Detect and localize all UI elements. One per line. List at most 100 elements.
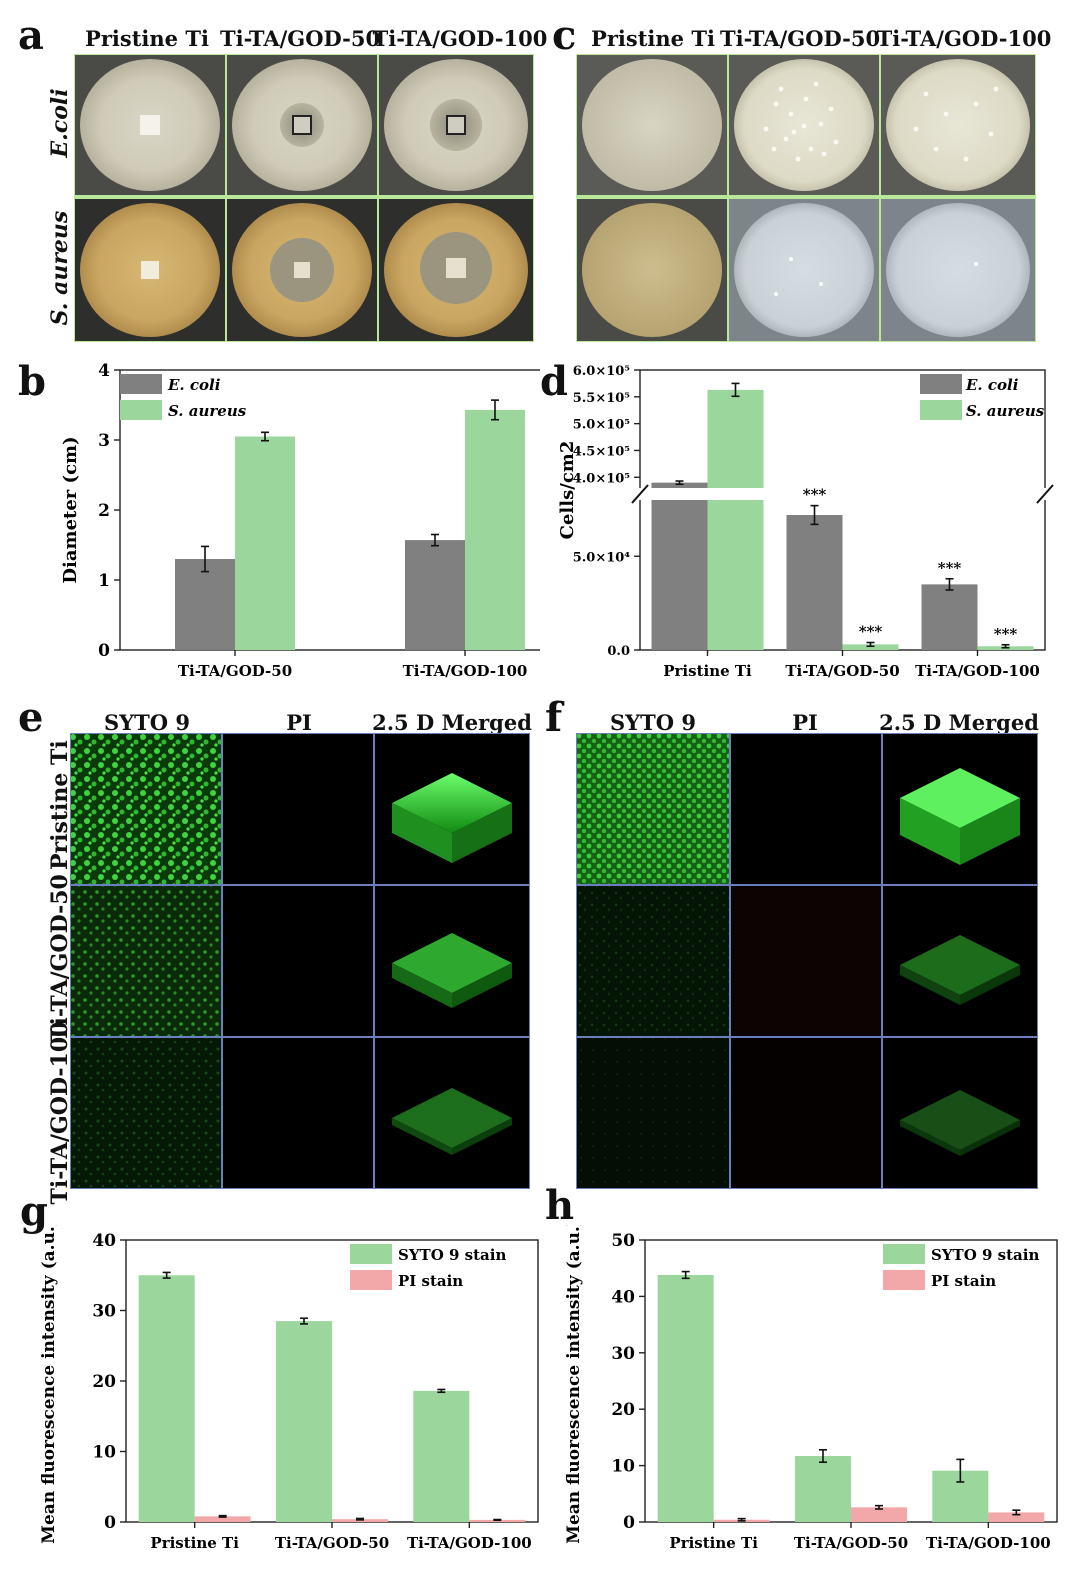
- legend-swatch: [120, 400, 162, 420]
- x-tick-label: Ti-TA/GOD-100: [926, 1534, 1051, 1552]
- legend-swatch: [920, 374, 962, 394]
- y-tick-label: 0: [104, 1513, 116, 1533]
- x-tick-label: Pristine Ti: [150, 1534, 239, 1552]
- y-tick-label: 10: [92, 1443, 116, 1463]
- chart-d: 0.0 5.0×10⁴ 4.0×10⁵ 4.5×10⁵ 5.0×10⁵ 5.5×10⁵ 6.…: [557, 364, 1054, 680]
- legend-swatch: [883, 1244, 925, 1264]
- y-tick-label: 6.0×10⁵: [573, 364, 631, 379]
- legend-label: SYTO 9 stain: [931, 1246, 1039, 1264]
- bar: [795, 1456, 851, 1522]
- plate-a-saureus-pristine: [74, 197, 227, 342]
- bar: [413, 1390, 470, 1522]
- bar: [988, 1512, 1045, 1522]
- panel-letter-h: h: [545, 1182, 575, 1229]
- panel-letter-c: c: [552, 12, 577, 59]
- x-tick-label: Ti-TA/GOD-100: [403, 662, 528, 680]
- y-axis-label: Mean fluorescence intensity (a.u.): [565, 1225, 584, 1544]
- plate-c-ecoli-pristine: [576, 54, 729, 197]
- bar: [235, 436, 295, 650]
- cf-f-pristine-merged: [881, 733, 1038, 886]
- panel-letter-d: d: [540, 358, 568, 405]
- cf-e-god50-syto9: [70, 884, 223, 1038]
- axis-break-mark: [631, 484, 649, 504]
- x-tick-label: Pristine Ti: [669, 1534, 758, 1552]
- cf-e-god50-pi: [221, 884, 375, 1038]
- y-tick-label: 40: [92, 1231, 116, 1251]
- legend-swatch: [883, 1270, 925, 1290]
- bar: [465, 409, 525, 650]
- plate-a-ecoli-god100: [377, 54, 534, 197]
- plate-row-label-saureus: S. aureus: [47, 210, 73, 326]
- cf-col-header-e-2: PI: [286, 710, 312, 735]
- cf-e-god50-merged: [373, 884, 530, 1038]
- bar: [405, 540, 465, 650]
- cf-f-pristine-pi: [729, 733, 883, 886]
- plate-c-saureus-pristine: [576, 197, 729, 342]
- plate-photo-grid-c: [576, 54, 1036, 342]
- y-tick-label: 3: [98, 431, 110, 451]
- x-tick-label: Ti-TA/GOD-100: [915, 662, 1040, 680]
- cf-col-header-f-2: PI: [792, 710, 818, 735]
- plate-a-saureus-god50: [225, 197, 379, 342]
- y-tick-label: 2: [98, 501, 110, 521]
- y-tick-label: 50: [611, 1231, 635, 1251]
- bar: [276, 1321, 332, 1522]
- bar: [651, 482, 708, 650]
- panel-letter-g: g: [20, 1188, 48, 1235]
- significance-mark: ***: [938, 559, 962, 577]
- y-axis-label: Cells/cm2: [557, 441, 578, 540]
- significance-mark: ***: [859, 623, 883, 641]
- bar: [194, 1516, 251, 1522]
- y-tick-label: 5.0×10⁵: [573, 418, 631, 433]
- legend-label: PI stain: [398, 1272, 463, 1290]
- plate-col-header-c-2: Ti-TA/GOD-50: [720, 26, 881, 51]
- confocal-grid-e: [70, 733, 530, 1189]
- plate-c-saureus-god100: [879, 197, 1036, 342]
- significance-mark: ***: [803, 486, 827, 504]
- plate-row-label-ecoli: E.coli: [47, 88, 73, 158]
- x-tick-label: Ti-TA/GOD-50: [794, 1534, 908, 1552]
- legend-swatch: [120, 374, 162, 394]
- y-axis-label: Diameter (cm): [60, 436, 81, 583]
- plate-c-ecoli-god100: [879, 54, 1036, 197]
- y-tick-label: 4: [98, 361, 110, 381]
- plate-a-ecoli-pristine: [74, 54, 227, 197]
- cf-f-god50-syto9: [576, 884, 731, 1038]
- legend-swatch: [350, 1270, 392, 1290]
- cf-e-god100-pi: [221, 1036, 375, 1189]
- legend-label: PI stain: [931, 1272, 996, 1290]
- x-tick-label: Ti-TA/GOD-50: [275, 1534, 389, 1552]
- bar: [921, 584, 978, 650]
- bar: [786, 515, 843, 650]
- cf-f-god100-pi: [729, 1036, 883, 1189]
- chart-g: 0 10 20 30 40 Mean fluorescence intensity (a.…: [40, 1225, 539, 1552]
- plate-col-header-c-3: Ti-TA/GOD-100: [876, 26, 1052, 51]
- plate-a-ecoli-god50: [225, 54, 379, 197]
- panel-letter-b: b: [18, 358, 46, 405]
- y-tick-label: 10: [611, 1457, 635, 1477]
- panel-letter-e: e: [18, 694, 44, 741]
- x-tick-label: Ti-TA/GOD-50: [178, 662, 292, 680]
- y-tick-label: 0.0: [607, 644, 630, 659]
- bar: [657, 1274, 714, 1522]
- cf-e-pristine-pi: [221, 733, 375, 886]
- cf-f-god100-merged: [881, 1036, 1038, 1189]
- plate-c-ecoli-god50: [727, 54, 881, 197]
- bar-break: [706, 488, 765, 500]
- y-tick-label: 5.5×10⁵: [573, 391, 631, 406]
- confocal-grid-f: [576, 733, 1038, 1189]
- bar: [175, 559, 235, 650]
- cf-e-pristine-syto9: [70, 733, 223, 886]
- y-tick-label: 1: [98, 571, 110, 591]
- y-axis-label: Mean fluorescence intensity (a.u.): [40, 1225, 59, 1544]
- plate-col-header-a-2: Ti-TA/GOD-50: [220, 26, 381, 51]
- bar: [842, 644, 899, 650]
- cf-f-god100-syto9: [576, 1036, 731, 1189]
- legend-label: S. aureus: [168, 402, 247, 420]
- cf-col-header-f-1: SYTO 9: [610, 710, 696, 735]
- y-tick-label: 30: [611, 1344, 635, 1364]
- cf-f-god50-merged: [881, 884, 1038, 1038]
- plate-c-saureus-god50: [727, 197, 881, 342]
- legend-label: E. coli: [167, 376, 221, 394]
- axis-break-mark: [1036, 484, 1054, 504]
